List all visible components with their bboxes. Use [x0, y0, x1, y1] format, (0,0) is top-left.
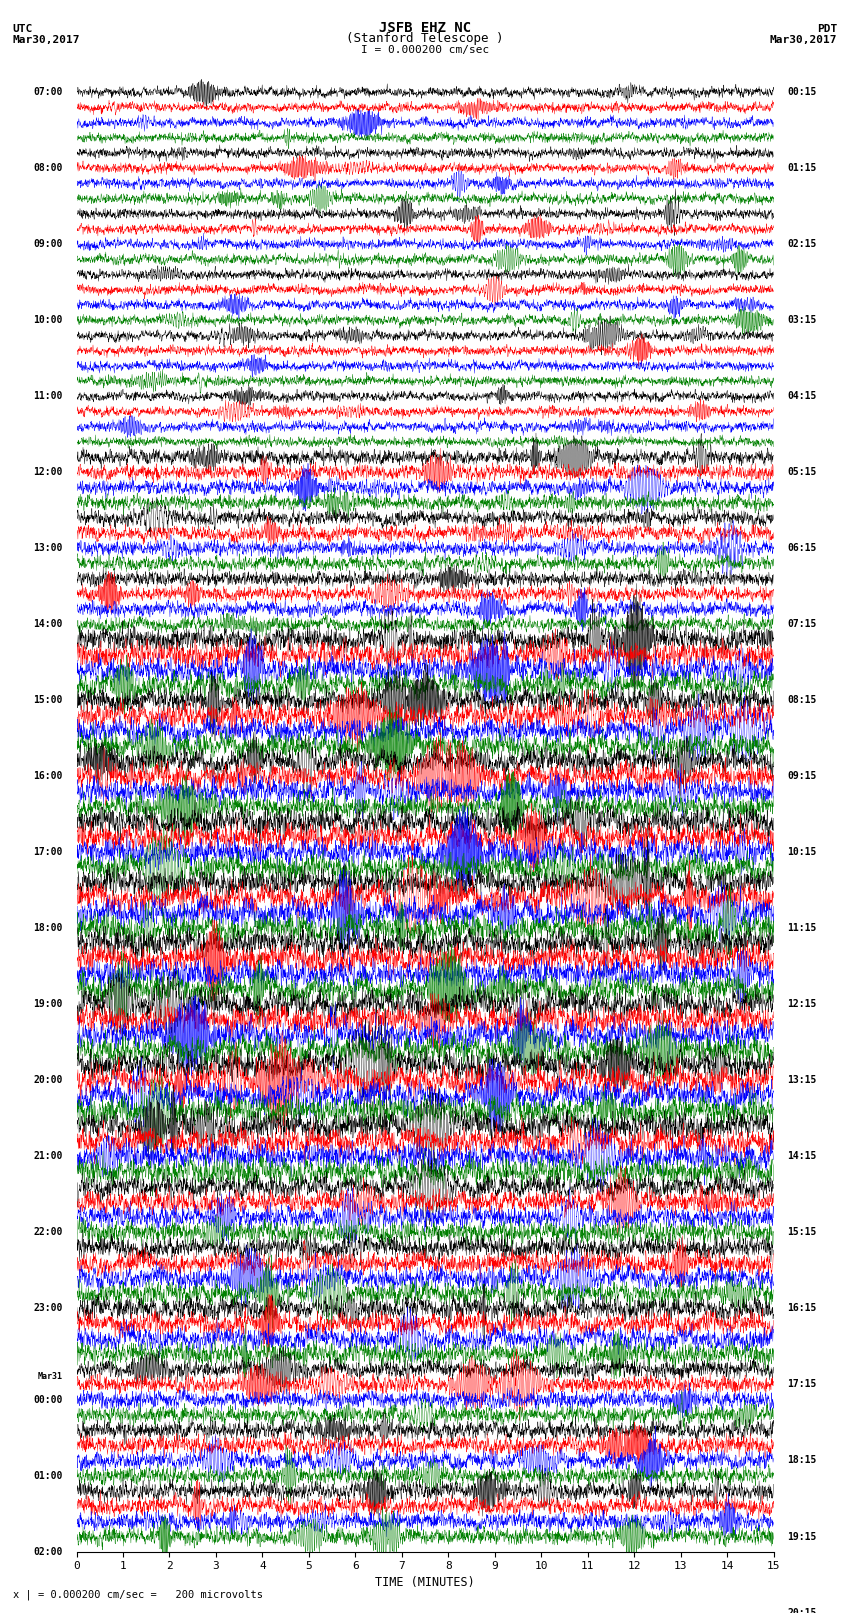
Text: 19:00: 19:00 [33, 1000, 63, 1010]
Text: (Stanford Telescope ): (Stanford Telescope ) [346, 32, 504, 45]
Text: 10:00: 10:00 [33, 315, 63, 326]
Text: 23:00: 23:00 [33, 1303, 63, 1313]
Text: 08:00: 08:00 [33, 163, 63, 173]
Text: 16:15: 16:15 [787, 1303, 817, 1313]
Text: 11:15: 11:15 [787, 923, 817, 934]
Text: 04:15: 04:15 [787, 392, 817, 402]
Text: 13:00: 13:00 [33, 544, 63, 553]
Text: 22:00: 22:00 [33, 1227, 63, 1237]
Text: 12:15: 12:15 [787, 1000, 817, 1010]
X-axis label: TIME (MINUTES): TIME (MINUTES) [375, 1576, 475, 1589]
Text: 18:00: 18:00 [33, 923, 63, 934]
Text: 05:15: 05:15 [787, 468, 817, 477]
Text: 06:15: 06:15 [787, 544, 817, 553]
Text: 03:15: 03:15 [787, 315, 817, 326]
Text: 13:15: 13:15 [787, 1076, 817, 1086]
Text: 07:00: 07:00 [33, 87, 63, 97]
Text: Mar30,2017: Mar30,2017 [13, 35, 80, 45]
Text: PDT: PDT [817, 24, 837, 34]
Text: 15:00: 15:00 [33, 695, 63, 705]
Text: 11:00: 11:00 [33, 392, 63, 402]
Text: 10:15: 10:15 [787, 847, 817, 858]
Text: x | = 0.000200 cm/sec =   200 microvolts: x | = 0.000200 cm/sec = 200 microvolts [13, 1589, 263, 1600]
Text: 08:15: 08:15 [787, 695, 817, 705]
Text: 16:00: 16:00 [33, 771, 63, 781]
Text: 19:15: 19:15 [787, 1531, 817, 1542]
Text: 20:15: 20:15 [787, 1608, 817, 1613]
Text: 07:15: 07:15 [787, 619, 817, 629]
Text: 12:00: 12:00 [33, 468, 63, 477]
Text: JSFB EHZ NC: JSFB EHZ NC [379, 21, 471, 35]
Text: 09:00: 09:00 [33, 239, 63, 248]
Text: Mar31: Mar31 [37, 1373, 63, 1381]
Text: 00:15: 00:15 [787, 87, 817, 97]
Text: 00:00: 00:00 [33, 1395, 63, 1405]
Text: 14:15: 14:15 [787, 1152, 817, 1161]
Text: 01:00: 01:00 [33, 1471, 63, 1481]
Text: 17:00: 17:00 [33, 847, 63, 858]
Text: 14:00: 14:00 [33, 619, 63, 629]
Text: I = 0.000200 cm/sec: I = 0.000200 cm/sec [361, 45, 489, 55]
Text: 09:15: 09:15 [787, 771, 817, 781]
Text: 02:00: 02:00 [33, 1547, 63, 1557]
Text: 17:15: 17:15 [787, 1379, 817, 1389]
Text: 21:00: 21:00 [33, 1152, 63, 1161]
Text: 15:15: 15:15 [787, 1227, 817, 1237]
Text: 20:00: 20:00 [33, 1076, 63, 1086]
Text: 18:15: 18:15 [787, 1455, 817, 1466]
Text: UTC: UTC [13, 24, 33, 34]
Text: 01:15: 01:15 [787, 163, 817, 173]
Text: 02:15: 02:15 [787, 239, 817, 248]
Text: Mar30,2017: Mar30,2017 [770, 35, 837, 45]
